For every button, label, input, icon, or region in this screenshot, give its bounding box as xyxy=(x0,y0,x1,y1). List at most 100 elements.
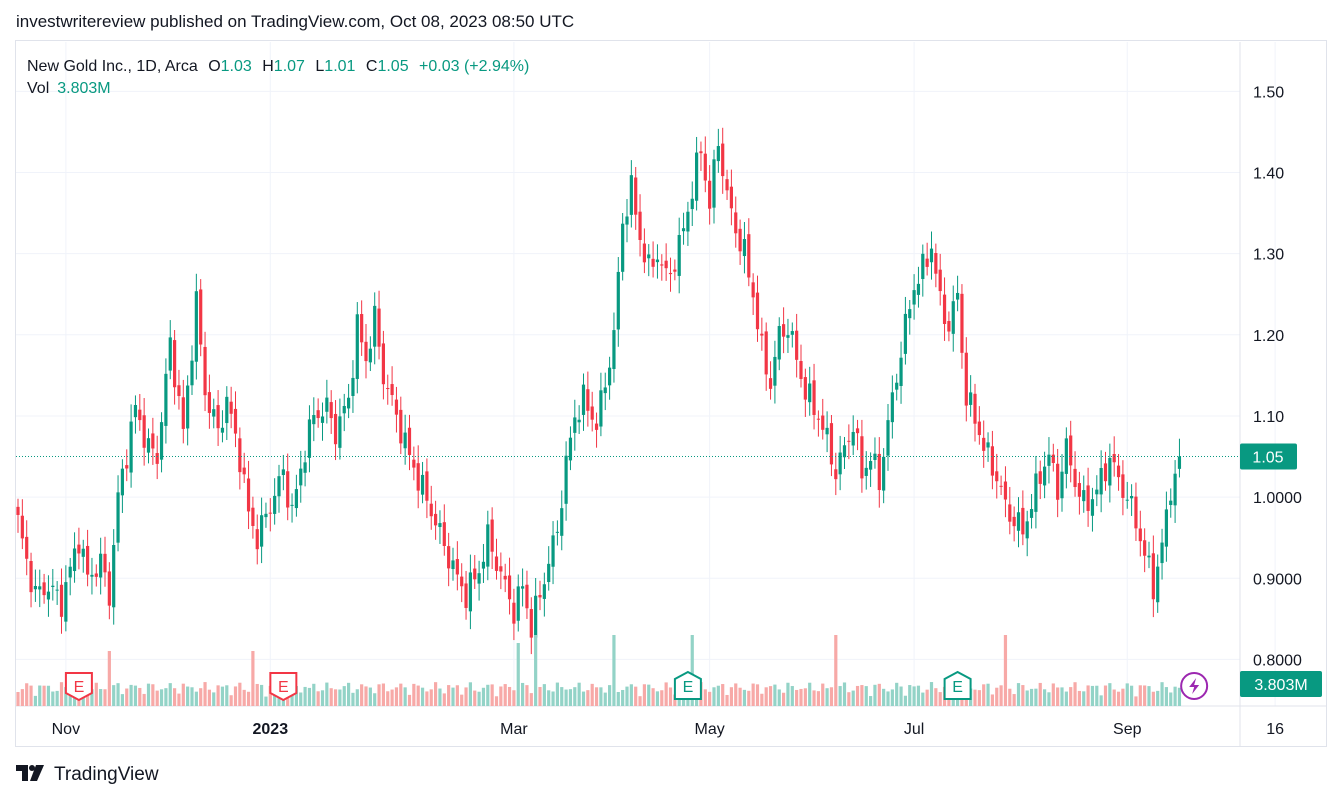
candle-body xyxy=(1156,566,1160,603)
volume-bar xyxy=(816,691,820,706)
candle-body xyxy=(964,352,968,406)
volume-bar xyxy=(560,687,564,706)
candle-body xyxy=(173,340,177,388)
volume-bar xyxy=(1138,685,1142,706)
volume-bar xyxy=(125,688,129,706)
volume-bar xyxy=(612,635,616,706)
y-tick-label: 0.9000 xyxy=(1253,571,1302,588)
volume-bar xyxy=(155,690,159,706)
volume-bar xyxy=(1034,688,1038,706)
candle-body xyxy=(164,373,168,426)
candle-body xyxy=(1069,435,1073,466)
candle-body xyxy=(847,440,851,442)
volume-bar xyxy=(355,689,359,706)
candle-body xyxy=(677,234,681,276)
volume-bar xyxy=(329,688,333,706)
volume-bar xyxy=(829,687,834,706)
candle-body xyxy=(577,419,581,423)
volume-bar xyxy=(25,683,29,706)
volume-bar xyxy=(912,686,916,706)
earnings-marker-icon[interactable]: E xyxy=(269,672,298,702)
candle-body xyxy=(181,397,185,429)
chart-frame[interactable] xyxy=(15,40,1327,747)
candle-body xyxy=(664,260,668,269)
volume-bar xyxy=(1121,688,1125,706)
volume-bar xyxy=(1130,685,1134,706)
candle-body xyxy=(551,535,555,567)
candle-body xyxy=(625,216,629,225)
symbol-name: New Gold Inc., 1D, Arca xyxy=(27,58,198,75)
candle-body xyxy=(216,405,220,429)
volume-bar xyxy=(186,686,190,706)
volume-bar xyxy=(425,691,429,706)
volume-bar xyxy=(220,686,225,706)
candle-body xyxy=(1173,473,1177,506)
volume-bar xyxy=(564,689,568,706)
volume-bar xyxy=(1077,690,1081,706)
volume-bar xyxy=(51,691,55,706)
candle-body xyxy=(81,548,85,557)
candle-body xyxy=(277,476,281,497)
earnings-marker-icon[interactable]: E xyxy=(943,670,972,700)
candle-body xyxy=(112,544,116,608)
candle-body xyxy=(777,326,781,360)
candle-body xyxy=(982,437,986,451)
candle-body xyxy=(333,413,338,445)
candle-body xyxy=(1095,489,1099,495)
candle-body xyxy=(638,211,642,240)
lightning-event-icon[interactable] xyxy=(1180,672,1209,700)
candle-body xyxy=(525,584,529,609)
volume-bar xyxy=(173,688,177,706)
volume-bar xyxy=(916,685,921,706)
volume-bar xyxy=(225,685,229,706)
volume-bar xyxy=(451,687,455,706)
candle-body xyxy=(1164,509,1168,547)
candle-body xyxy=(1077,483,1081,497)
volume-bar xyxy=(660,690,664,706)
volume-bar xyxy=(133,685,138,706)
volume-bar xyxy=(538,686,542,706)
last-price-label: 1.05 xyxy=(1252,450,1283,467)
volume-bar xyxy=(594,687,599,706)
volume-bar xyxy=(551,691,555,706)
candle-body xyxy=(969,392,973,405)
candle-body xyxy=(555,531,559,533)
volume-bar xyxy=(59,682,64,706)
earnings-marker-icon[interactable]: E xyxy=(64,672,93,702)
volume-bar xyxy=(1112,689,1116,706)
volume-bar xyxy=(625,686,629,706)
candle-body xyxy=(51,585,55,587)
volume-bar xyxy=(1134,696,1138,706)
volume-bar xyxy=(1064,691,1068,706)
candle-body xyxy=(916,283,921,295)
earnings-marker-icon[interactable]: E xyxy=(673,670,702,700)
candle-body xyxy=(168,337,172,371)
volume-bar xyxy=(316,691,320,706)
candle-body xyxy=(381,343,385,385)
volume-bar xyxy=(312,683,316,706)
volume-bar xyxy=(251,651,255,706)
volume-bar xyxy=(390,689,394,706)
tradingview-brand: TradingView xyxy=(54,764,159,785)
volume-bar xyxy=(1143,685,1147,706)
candle-body xyxy=(995,471,999,482)
volume-bar xyxy=(877,683,881,706)
tradingview-footer[interactable]: TradingView xyxy=(16,764,159,786)
candle-body xyxy=(929,248,934,263)
volume-bar xyxy=(1051,683,1055,706)
high-label: H xyxy=(262,58,274,75)
candle-body xyxy=(299,468,303,486)
volume-bar xyxy=(1043,689,1047,706)
volume-bar xyxy=(42,685,46,706)
candle-body xyxy=(38,586,42,590)
candle-body xyxy=(420,474,425,495)
candle-body xyxy=(490,519,494,552)
volume-bar xyxy=(29,685,33,706)
candle-body xyxy=(64,582,68,622)
volume-bar xyxy=(146,683,151,706)
volume-bar xyxy=(116,683,120,706)
volume-bar xyxy=(1016,683,1021,706)
volume-bar xyxy=(581,691,586,706)
volume-bar xyxy=(755,684,760,706)
